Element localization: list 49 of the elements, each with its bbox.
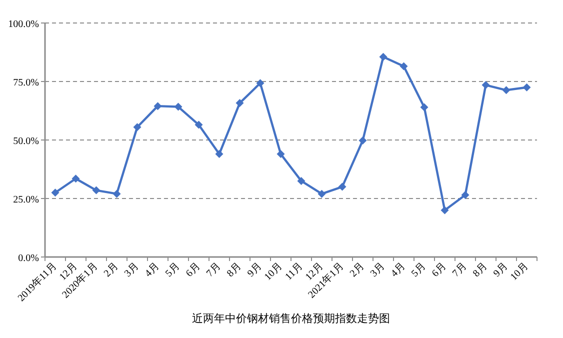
x-tick-label: 9月: [246, 260, 264, 280]
x-tick-label: 8月: [471, 260, 490, 280]
point: [276, 150, 285, 158]
text: 近两年中价钢材销售价格预期指数走势图: [192, 312, 390, 325]
point: [174, 102, 182, 111]
point: [522, 83, 531, 92]
point: [440, 206, 449, 214]
point: [461, 190, 470, 199]
point: [318, 190, 326, 198]
point: [236, 99, 244, 108]
x-tick-label: 5月: [410, 260, 428, 280]
point: [482, 81, 490, 90]
x-tick-label: 10月: [508, 260, 530, 283]
y-tick-label: 75.0%: [13, 78, 39, 88]
x-tick-label: 6月: [184, 260, 202, 280]
point: [420, 103, 428, 112]
point: [194, 120, 203, 129]
point: [133, 123, 142, 132]
x-tick-label: 11月: [283, 260, 305, 283]
x-tick-label: 2月: [102, 260, 120, 280]
x-tick-label: 8月: [225, 260, 244, 280]
y-tick-label: 0.0%: [18, 253, 39, 264]
x-tick-label: 4月: [389, 260, 408, 280]
point: [215, 150, 224, 158]
point: [379, 52, 388, 61]
point: [338, 182, 346, 191]
x-tick-label: 4月: [143, 260, 162, 280]
y-tick-label: 25.0%: [13, 194, 39, 206]
point: [358, 136, 367, 144]
x-tick-label: 3月: [122, 260, 141, 280]
x-tick-label: 3月: [368, 260, 387, 280]
x-tick-label: 9月: [492, 260, 510, 280]
x-tick-label: 7月: [450, 260, 469, 280]
point: [400, 62, 408, 70]
point: [112, 190, 121, 198]
point: [502, 86, 510, 94]
point: [256, 79, 264, 88]
x-tick-label: 7月: [204, 260, 223, 280]
y-tick-label: 50.0%: [13, 136, 39, 147]
x-tick-label: 10月: [262, 260, 284, 283]
point: [51, 188, 60, 197]
point: [92, 186, 100, 194]
point: [297, 176, 306, 185]
point: [154, 102, 162, 110]
x-tick-label: 2月: [348, 260, 366, 280]
x-tick-label: 5月: [164, 260, 182, 280]
x-tick-label: 6月: [430, 260, 448, 280]
point: [72, 174, 80, 183]
y-tick-label: 100.0%: [8, 19, 39, 30]
